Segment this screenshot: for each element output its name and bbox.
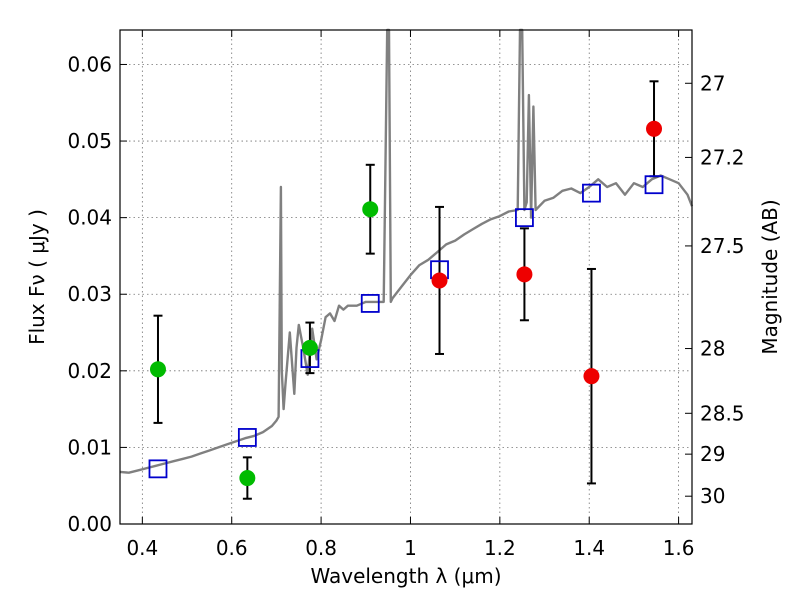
mag-tick-label: 30 xyxy=(700,484,725,508)
model-square-marker xyxy=(644,175,664,195)
plot-frame xyxy=(119,29,693,525)
y-tick-label: 0.00 xyxy=(67,512,112,536)
red-data-point xyxy=(646,120,663,137)
green-data-point xyxy=(362,201,379,218)
x-tick-labels: 0.4 0.6 0.8 1 1.2 1.4 1.6 xyxy=(126,536,694,560)
mag-tick-label: 28 xyxy=(700,337,725,361)
y-tick-label: 0.02 xyxy=(67,359,112,383)
model-square-marker xyxy=(582,183,601,203)
y-tick-label: 0.06 xyxy=(67,52,112,76)
spectrum-line xyxy=(119,28,694,474)
x-tick-label: 1.4 xyxy=(573,536,605,560)
green-data-point xyxy=(301,339,318,356)
x-axis-label: Wavelength λ (μm) xyxy=(310,564,501,588)
right-axis-label: Magnitude (AB) xyxy=(758,199,782,354)
x-tick-label: 0.8 xyxy=(305,536,337,560)
y-tick-label: 0.01 xyxy=(67,435,112,459)
x-tick-label: 1.6 xyxy=(663,536,695,560)
errorbar-layer xyxy=(153,80,659,500)
x-tick-label: 0.4 xyxy=(126,536,158,560)
model-square-marker xyxy=(148,459,168,479)
grid-lines xyxy=(120,30,692,525)
mag-tick-label: 27.2 xyxy=(700,145,745,169)
model-square-marker xyxy=(237,428,257,447)
points-layer xyxy=(148,120,664,487)
mag-tick-label: 29 xyxy=(700,442,725,466)
mag-tick-label: 28.5 xyxy=(700,401,745,425)
red-data-point xyxy=(516,266,533,283)
model-square-marker xyxy=(360,294,380,313)
magnitude-tick-labels: 27 27.2 27.5 28 28.5 29 30 xyxy=(700,71,745,508)
y-tick-label: 0.04 xyxy=(67,206,112,230)
x-tick-label: 1.2 xyxy=(484,536,516,560)
green-data-point xyxy=(239,470,256,487)
mag-tick-label: 27.5 xyxy=(700,234,745,258)
y-tick-labels: 0.00 0.01 0.02 0.03 0.04 0.05 0.06 xyxy=(67,52,112,536)
y-axis-label: Flux Fν ( μJy ) xyxy=(25,209,49,345)
red-data-point xyxy=(431,272,448,289)
spectrum-layer xyxy=(119,28,694,474)
model-square-marker xyxy=(515,208,534,228)
x-tick-label: 1 xyxy=(404,536,417,560)
y-tick-label: 0.03 xyxy=(67,282,112,306)
axis-ticks xyxy=(120,30,692,525)
y-tick-label: 0.05 xyxy=(67,129,112,153)
red-data-point xyxy=(583,368,600,385)
x-tick-label: 0.6 xyxy=(216,536,248,560)
green-data-point xyxy=(149,361,166,378)
mag-tick-label: 27 xyxy=(700,71,725,95)
